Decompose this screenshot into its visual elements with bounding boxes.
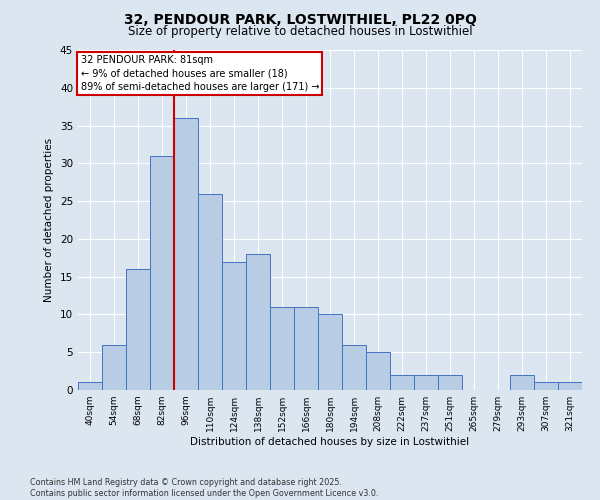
Bar [246, 254, 270, 390]
Bar [534, 382, 558, 390]
Text: 32, PENDOUR PARK, LOSTWITHIEL, PL22 0PQ: 32, PENDOUR PARK, LOSTWITHIEL, PL22 0PQ [124, 12, 476, 26]
Bar [366, 352, 390, 390]
Bar [126, 269, 150, 390]
Bar [294, 307, 318, 390]
Bar [222, 262, 246, 390]
Bar [198, 194, 222, 390]
Bar [318, 314, 342, 390]
Bar [558, 382, 582, 390]
Y-axis label: Number of detached properties: Number of detached properties [44, 138, 55, 302]
Text: 32 PENDOUR PARK: 81sqm
← 9% of detached houses are smaller (18)
89% of semi-deta: 32 PENDOUR PARK: 81sqm ← 9% of detached … [80, 55, 319, 92]
Text: Size of property relative to detached houses in Lostwithiel: Size of property relative to detached ho… [128, 25, 472, 38]
Bar [174, 118, 198, 390]
Bar [342, 344, 366, 390]
Bar [510, 375, 534, 390]
Bar [78, 382, 102, 390]
Bar [270, 307, 294, 390]
Bar [102, 344, 126, 390]
Bar [150, 156, 174, 390]
Text: Contains HM Land Registry data © Crown copyright and database right 2025.
Contai: Contains HM Land Registry data © Crown c… [30, 478, 379, 498]
Bar [414, 375, 438, 390]
X-axis label: Distribution of detached houses by size in Lostwithiel: Distribution of detached houses by size … [190, 437, 470, 447]
Bar [438, 375, 462, 390]
Bar [390, 375, 414, 390]
